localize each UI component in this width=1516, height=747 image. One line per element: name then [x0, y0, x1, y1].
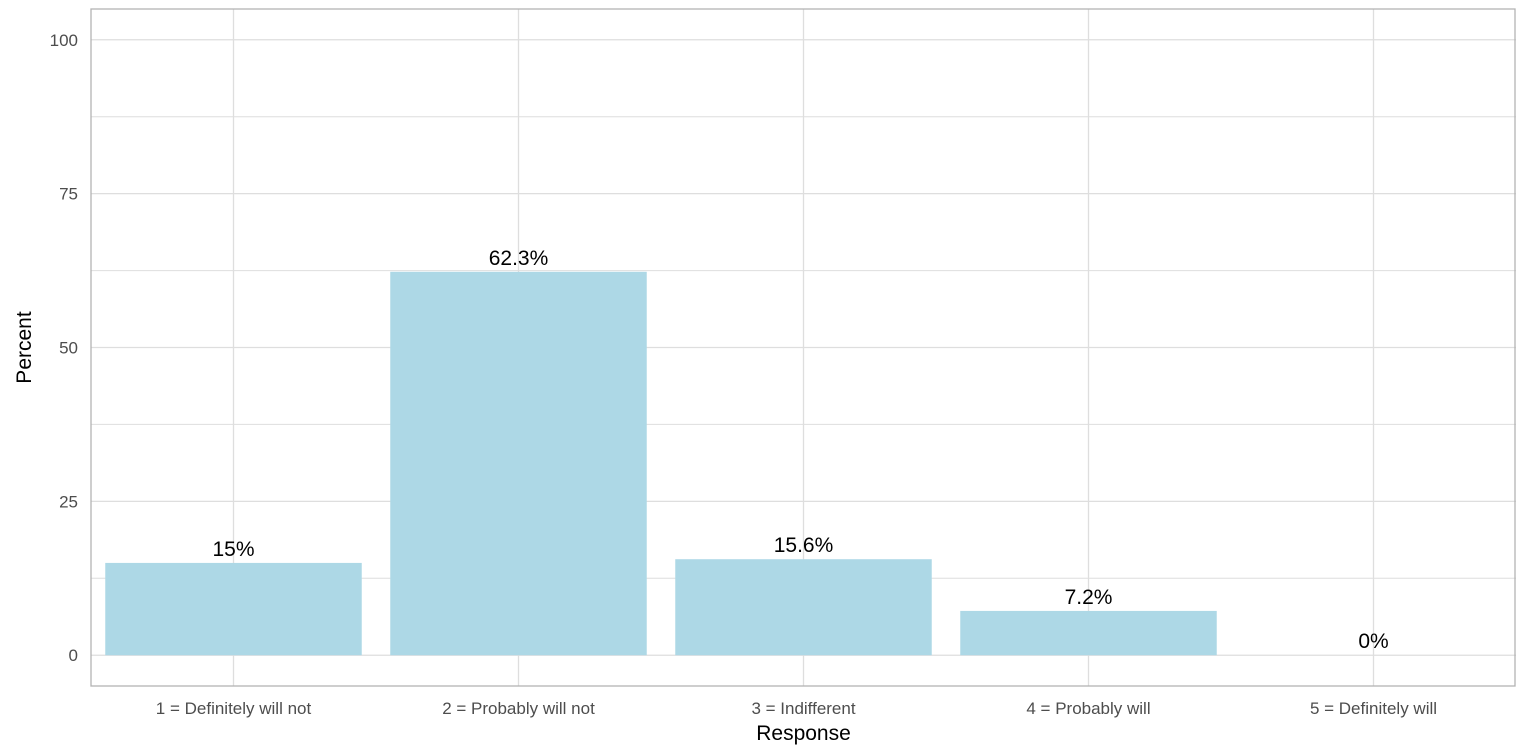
- x-tick-label: 2 = Probably will not: [442, 699, 595, 718]
- x-tick-label: 5 = Definitely will: [1310, 699, 1437, 718]
- panel-border: [90, 8, 1516, 687]
- data-label: 62.3%: [489, 247, 549, 270]
- bar: [675, 559, 932, 656]
- x-tick-label: 1 = Definitely will not: [156, 699, 312, 718]
- bars: [105, 271, 1217, 656]
- data-label: 7.2%: [1065, 586, 1113, 609]
- x-tick-label: 3 = Indifferent: [751, 699, 855, 718]
- y-tick-label: 75: [59, 185, 78, 204]
- y-tick-label: 50: [59, 339, 78, 358]
- data-label: 0%: [1358, 630, 1388, 653]
- x-axis-title: Response: [756, 722, 851, 745]
- bar: [960, 610, 1217, 656]
- data-labels: 15% 62.3% 15.6% 7.2% 0%: [212, 247, 1388, 653]
- bar: [105, 562, 362, 656]
- data-label: 15%: [212, 538, 254, 561]
- y-tick-label: 0: [69, 646, 78, 665]
- y-axis-title: Percent: [13, 311, 36, 384]
- y-axis-ticks: 0 25 50 75 100: [50, 31, 78, 665]
- x-axis-ticks: 1 = Definitely will not 2 = Probably will…: [156, 699, 1437, 718]
- x-tick-label: 4 = Probably will: [1026, 699, 1150, 718]
- data-label: 15.6%: [774, 534, 834, 557]
- y-tick-label: 100: [50, 31, 78, 50]
- y-tick-label: 25: [59, 492, 78, 511]
- bar: [390, 271, 647, 656]
